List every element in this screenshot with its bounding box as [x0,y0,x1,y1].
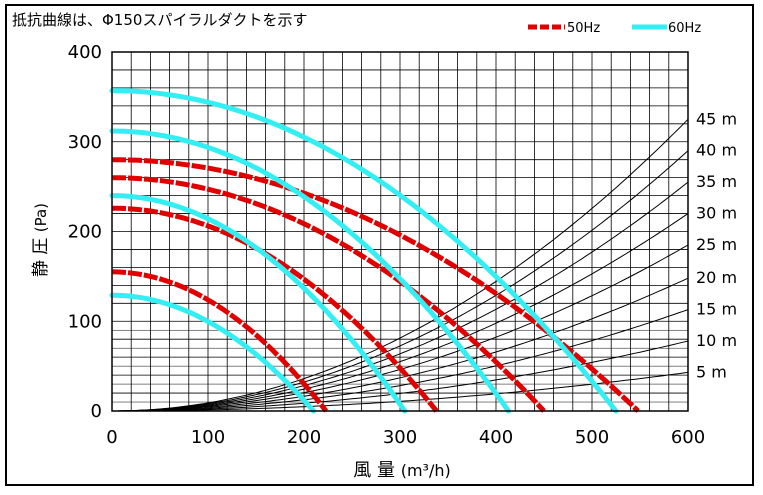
x-tick-label: 300 [383,427,417,448]
y-axis-title: 静 圧 (Pa) [31,203,51,277]
svg-text:風 量 (m³/h): 風 量 (m³/h) [353,460,451,481]
x-tick-label: 0 [106,427,117,448]
resistance-curve [112,118,689,412]
y-tick-label: 400 [68,42,102,63]
resistance-curve-label: 25 m [696,235,737,254]
resistance-curve-label: 10 m [696,331,737,350]
fan-curves [109,88,640,414]
y-axis-label: 静 圧 [31,238,51,277]
axes [111,51,689,412]
y-tick-label: 100 [68,311,102,332]
resistance-curve-label: 30 m [696,204,737,223]
x-tick-label: 400 [479,427,513,448]
resistance-curve [112,213,689,412]
plot-border [111,51,689,412]
grid [111,51,689,412]
fan-curve-50hz [112,175,546,413]
fan-curve-60hz [109,193,408,414]
resistance-curve-label: 45 m [696,109,737,128]
resistance-curve [112,181,689,412]
fan-curve-60hz [109,292,317,414]
x-axis-label: 風 量 [353,460,395,481]
x-axis-unit: m³/h [407,461,445,480]
x-tick-label: 600 [671,427,705,448]
resistance-curve-label: 5 m [696,362,727,381]
resistance-curve-label: 20 m [696,268,737,287]
fan-curve-50hz [112,269,329,413]
legend: 50Hz 60Hz [528,21,701,36]
y-tick-label: 0 [91,401,102,422]
legend-50hz-label: 50Hz [567,21,600,36]
y-tick-label: 200 [68,222,102,243]
y-tick-label: 300 [68,132,102,153]
svg-text:静 圧 (Pa): 静 圧 (Pa) [31,203,51,277]
resistance-curve-label: 35 m [696,172,737,191]
chart-title: 抵抗曲線は、Φ150スパイラルダクトを示す [12,11,307,29]
resistance-curve-label: 40 m [696,141,737,160]
resistance-curve [112,277,689,412]
x-axis-title: 風 量 (m³/h) [353,460,451,481]
resistance-curve [112,150,689,412]
x-tick-label: 200 [287,427,321,448]
resistance-curve-label: 15 m [696,300,737,319]
fan-curve-60hz [109,128,511,414]
x-tick-label: 100 [191,427,225,448]
labels: 45 m 40 m 35 m 30 m 25 m 20 m 15 m 10 m 5 m 0 100 2… [68,42,737,448]
legend-60hz-label: 60Hz [668,21,701,36]
x-tick-label: 500 [575,427,609,448]
resistance-curve [112,340,689,412]
y-axis-unit: Pa [32,209,50,227]
fan-curve-60hz [109,88,619,414]
resistance-curve [112,309,689,412]
